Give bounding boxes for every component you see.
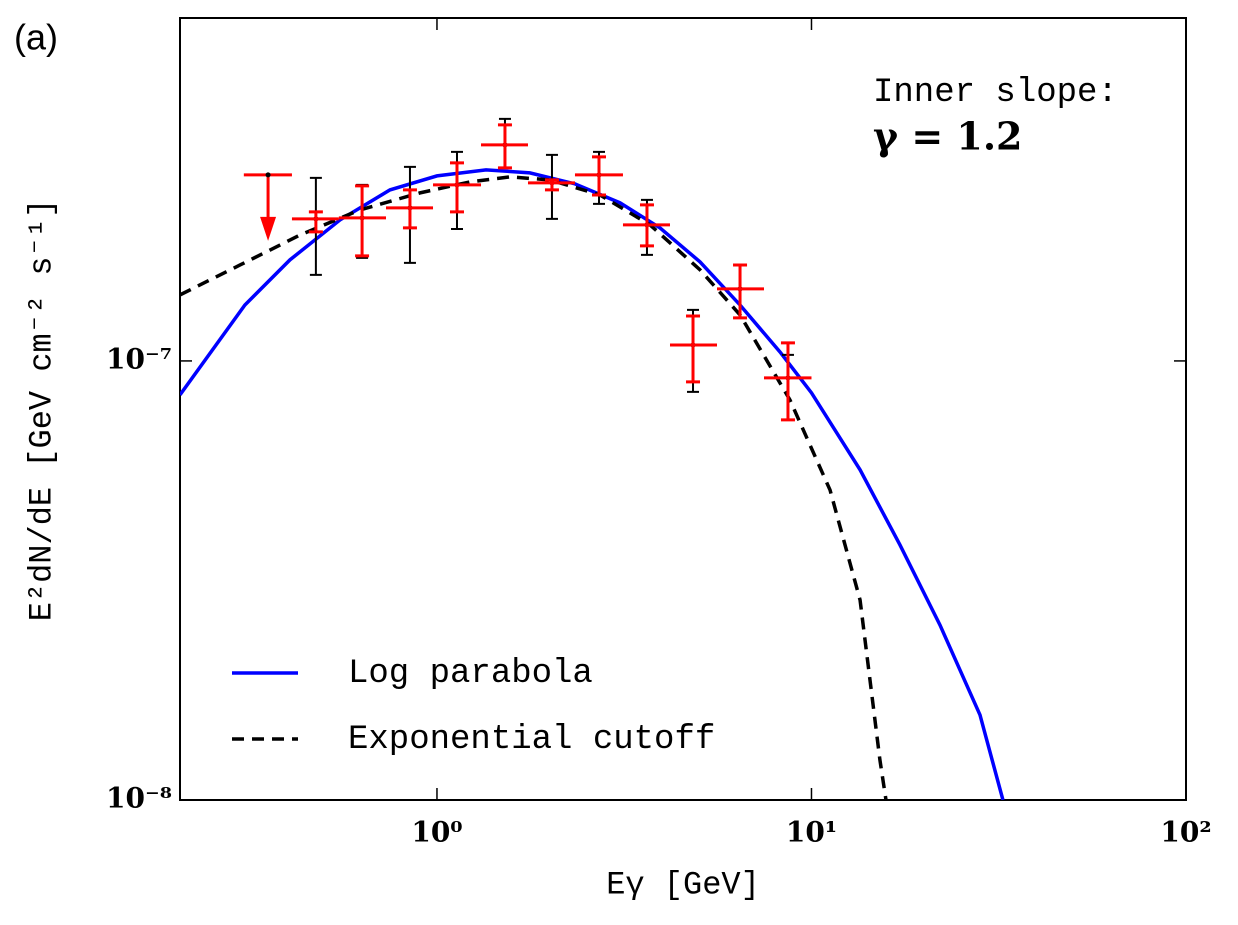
y-error-bar — [544, 178, 559, 192]
legend-label: Exponential cutoff — [348, 721, 715, 759]
y-error-bar — [733, 263, 748, 320]
x-tick-label: 10¹ — [786, 816, 837, 849]
curve — [180, 175, 888, 800]
plot-frame — [179, 17, 1187, 801]
y-error-bar — [592, 155, 607, 197]
point — [265, 172, 271, 178]
limit-arrow-head — [260, 216, 277, 241]
annotation: Inner slope: — [873, 74, 1118, 112]
x-axis-label: Eγ [GeV] — [606, 866, 760, 903]
y-error-bar — [355, 184, 370, 258]
x-tick-label: 10² — [1160, 816, 1211, 849]
x-tick-label: 10⁰ — [411, 816, 462, 849]
y-error-bar — [449, 161, 464, 214]
annotation: γ = 1.2 — [873, 114, 1023, 159]
y-error-bar — [497, 123, 512, 170]
y-tick-label: 10⁻⁸ — [106, 782, 172, 815]
y-tick-label: 10⁻⁷ — [106, 342, 172, 375]
legend-label: Log parabola — [348, 655, 593, 693]
y-error-bar — [402, 188, 417, 230]
y-error-bar — [780, 341, 795, 422]
panel-label: (a) — [14, 17, 58, 58]
curve — [180, 168, 1005, 800]
y-error-bar — [686, 314, 701, 384]
y-error-bar — [639, 203, 654, 248]
y-error-bar — [308, 210, 323, 234]
y-axis-label: E²dN/dE [GeV cm⁻² s⁻¹] — [23, 199, 60, 622]
